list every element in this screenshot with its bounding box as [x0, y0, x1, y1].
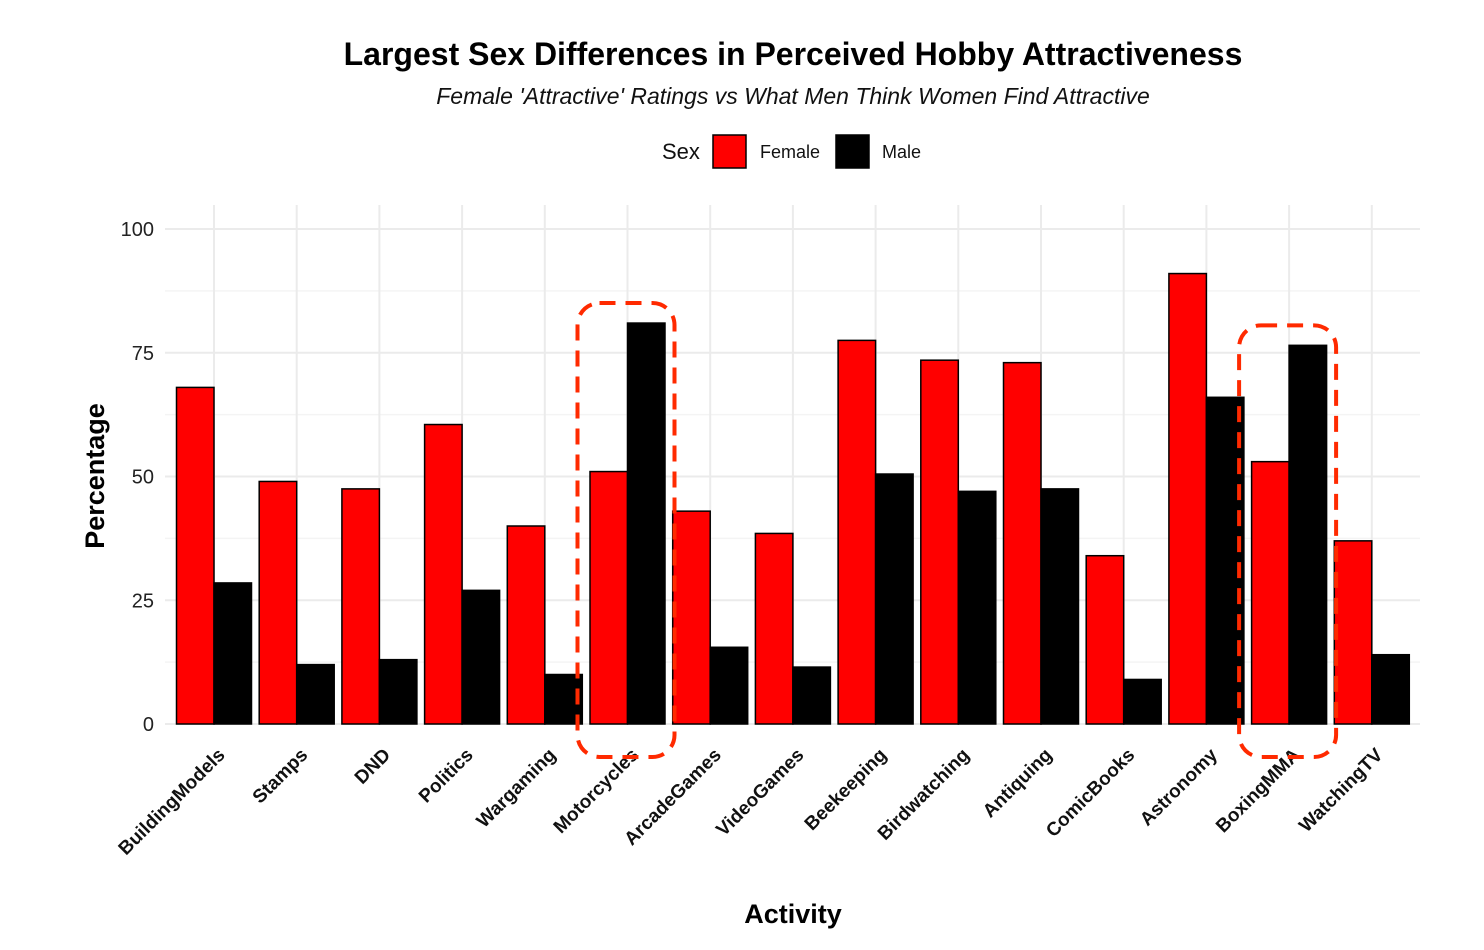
bar-male-stamps	[295, 663, 335, 725]
bar-female-comicbooks	[1085, 554, 1125, 725]
bar-male-dnd	[378, 658, 418, 725]
bar-female-birdwatching	[920, 359, 960, 725]
bar-female-boxingmma	[1250, 460, 1290, 725]
bar-female-videogames	[754, 532, 794, 725]
bar-male-birdwatching	[957, 490, 997, 725]
bar-female-dnd	[341, 488, 381, 725]
chart-title: Largest Sex Differences in Perceived Hob…	[344, 36, 1243, 72]
bar-female-astronomy	[1168, 272, 1208, 725]
bar-male-comicbooks	[1122, 678, 1162, 725]
highlight-box-boxingmma	[1237, 323, 1339, 759]
legend: Sex Female Male	[662, 134, 921, 169]
x-tick-label: Politics	[415, 745, 478, 808]
bar-male-beekeeping	[874, 473, 914, 725]
legend-label-female: Female	[760, 142, 820, 162]
x-tick-label: Beekeeping	[801, 745, 891, 835]
bar-female-arcadegames	[671, 510, 711, 725]
bar-male-antiquing	[1040, 488, 1080, 725]
highlight-box-motorcycles	[575, 301, 677, 759]
bar-female-antiquing	[1002, 361, 1042, 725]
x-tick-label: Antiquing	[979, 745, 1057, 823]
y-tick-label: 25	[132, 590, 154, 612]
y-tick-label: 50	[132, 467, 154, 489]
bar-male-politics	[461, 589, 501, 725]
y-tick-label: 100	[121, 219, 154, 241]
bar-female-motorcycles	[589, 470, 629, 725]
x-tick-label: Astronomy	[1136, 744, 1222, 830]
bar-male-motorcycles	[626, 322, 666, 725]
y-axis-title: Percentage	[80, 403, 110, 549]
highlight-boxes	[575, 301, 1339, 759]
y-axis-ticks: 0 25 50 75 100	[121, 219, 154, 736]
legend-swatch-male	[835, 134, 870, 169]
legend-swatch-female	[712, 134, 747, 169]
bar-female-politics	[423, 423, 463, 725]
bar-male-videogames	[792, 666, 832, 725]
x-tick-label: WatchingTV	[1295, 744, 1387, 836]
bar-female-buildingmodels	[175, 386, 215, 725]
legend-label-male: Male	[882, 142, 921, 162]
x-tick-label: Stamps	[249, 745, 312, 808]
bars	[175, 272, 1411, 725]
bar-female-wargaming	[506, 525, 546, 725]
x-tick-label: ComicBooks	[1042, 745, 1139, 842]
bar-male-buildingmodels	[213, 582, 253, 725]
bar-male-boxingmma	[1288, 344, 1328, 725]
chart-subtitle: Female 'Attractive' Ratings vs What Men …	[436, 83, 1150, 109]
legend-title: Sex	[662, 139, 700, 164]
x-tick-label: BuildingModels	[115, 745, 230, 860]
x-tick-label: Wargaming	[473, 745, 561, 833]
bar-male-arcadegames	[709, 646, 749, 725]
x-tick-label: VideoGames	[712, 745, 808, 841]
x-tick-label: DND	[351, 745, 395, 789]
bar-female-watchingtv	[1333, 540, 1373, 725]
bar-female-beekeeping	[837, 339, 877, 725]
bar-male-watchingtv	[1371, 653, 1411, 725]
y-tick-label: 75	[132, 343, 154, 365]
x-axis-ticks: BuildingModels Stamps DND PoliticsWargaming…	[115, 744, 1388, 859]
bar-female-stamps	[258, 480, 298, 725]
x-axis-title: Activity	[744, 899, 842, 929]
y-tick-label: 0	[143, 714, 154, 736]
